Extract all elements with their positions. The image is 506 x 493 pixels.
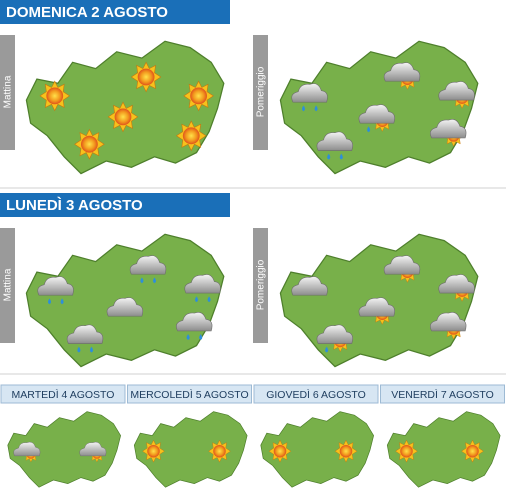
map: [25, 233, 225, 368]
outlook-title: VENERDÌ 7 AGOSTO: [391, 388, 494, 401]
outlook-header: [253, 384, 379, 404]
outlook-header: [127, 384, 252, 404]
period-strip: [0, 35, 15, 150]
day-header: [0, 0, 230, 24]
period-label: Mattina: [3, 268, 14, 301]
map: [386, 411, 501, 488]
map: [279, 233, 479, 368]
map: [7, 411, 121, 488]
outlook-header: [0, 384, 126, 404]
map: [25, 40, 225, 175]
period-label: Mattina: [3, 75, 14, 108]
outlook-title: GIOVEDÌ 6 AGOSTO: [266, 388, 366, 401]
outlook-title: MERCOLEDÌ 5 AGOSTO: [130, 388, 248, 401]
period-strip: [253, 35, 268, 150]
day-header: [0, 193, 230, 217]
map: [260, 411, 374, 488]
period-label: Pomeriggio: [256, 66, 267, 117]
period-strip: [253, 228, 268, 343]
map: [279, 40, 479, 175]
day-title: DOMENICA 2 AGOSTO: [6, 4, 168, 21]
outlook-header: [380, 384, 505, 404]
period-strip: [0, 228, 15, 343]
map: [133, 411, 248, 488]
period-label: Pomeriggio: [256, 259, 267, 310]
day-title: LUNEDÌ 3 AGOSTO: [6, 197, 143, 214]
outlook-title: MARTEDÌ 4 AGOSTO: [12, 388, 115, 401]
